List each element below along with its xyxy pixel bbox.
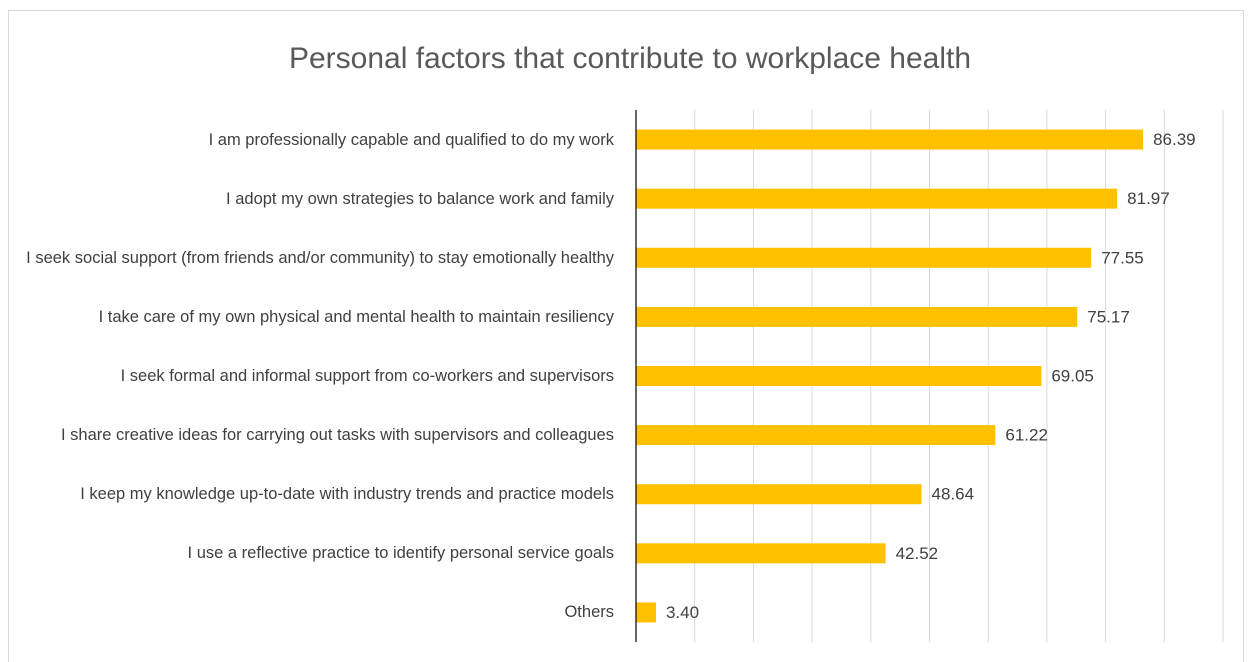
chart-title: Personal factors that contribute to work…	[289, 42, 971, 75]
y-tick-label: I keep my knowledge up-to-date with indu…	[80, 485, 614, 504]
y-tick-label: I seek formal and informal support from …	[120, 366, 614, 385]
bar	[636, 425, 996, 446]
bar	[636, 602, 656, 623]
bar	[636, 129, 1144, 150]
data-label: 81.97	[1127, 189, 1170, 208]
data-label: 48.64	[932, 485, 975, 504]
y-tick-label: I adopt my own strategies to balance wor…	[226, 189, 614, 208]
bar	[636, 188, 1118, 209]
data-label: 75.17	[1087, 307, 1130, 326]
y-tick-label: I seek social support (from friends and/…	[26, 248, 614, 267]
bar	[636, 543, 886, 564]
bar	[636, 306, 1078, 327]
bar	[636, 484, 922, 505]
data-label: 42.52	[896, 544, 939, 563]
data-label: 69.05	[1051, 366, 1094, 385]
y-tick-label: Others	[564, 603, 614, 622]
data-label: 3.40	[666, 603, 699, 622]
y-tick-label: I take care of my own physical and menta…	[98, 307, 614, 326]
y-tick-label: I share creative ideas for carrying out …	[60, 426, 614, 445]
data-label: 77.55	[1101, 248, 1144, 267]
data-label: 86.39	[1153, 130, 1196, 149]
data-label: 61.22	[1005, 426, 1048, 445]
y-tick-label: I am professionally capable and qualifie…	[208, 130, 614, 149]
bar	[636, 247, 1092, 268]
y-tick-label: I use a reflective practice to identify …	[187, 544, 614, 563]
bar	[636, 366, 1042, 386]
chart-frame	[8, 10, 1244, 662]
